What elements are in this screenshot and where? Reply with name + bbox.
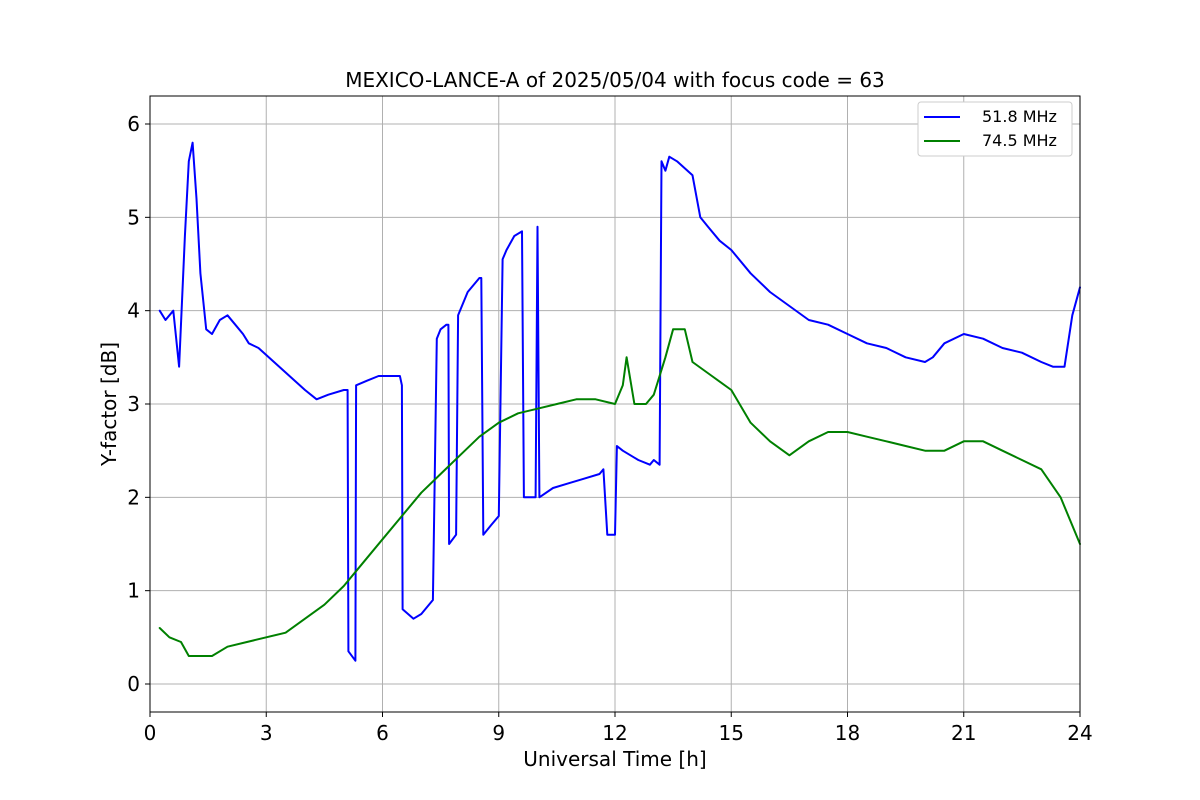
x-tick-label: 24	[1067, 721, 1092, 745]
y-axis-label: Y-factor [dB]	[97, 342, 121, 467]
x-tick-label: 18	[835, 721, 860, 745]
x-tick-label: 12	[602, 721, 627, 745]
y-tick-label: 1	[127, 579, 140, 603]
y-tick-label: 5	[127, 205, 140, 229]
x-tick-label: 3	[260, 721, 273, 745]
legend-label-51-8mhz: 51.8 MHz	[982, 107, 1057, 126]
x-tick-label: 6	[376, 721, 389, 745]
x-tick-label: 9	[492, 721, 505, 745]
x-tick-label: 21	[951, 721, 976, 745]
y-tick-label: 6	[127, 112, 140, 136]
series-line-74-5-mhz	[158, 328, 1081, 657]
legend-box	[917, 101, 1073, 157]
x-axis-label: Universal Time [h]	[523, 747, 706, 771]
legend: 51.8 MHz 74.5 MHz	[917, 101, 1073, 157]
legend-label-74-5mhz: 74.5 MHz	[982, 131, 1057, 150]
chart-title: MEXICO-LANCE-A of 2025/05/04 with focus …	[345, 68, 885, 92]
series-line-51-8-mhz	[158, 141, 1081, 662]
y-tick-label: 2	[127, 485, 140, 509]
y-tick-label: 3	[127, 392, 140, 416]
x-tick-label: 0	[144, 721, 157, 745]
y-tick-label: 4	[127, 299, 140, 323]
series-layer	[158, 141, 1081, 662]
y-tick-label: 0	[127, 672, 140, 696]
x-tick-label: 15	[719, 721, 744, 745]
